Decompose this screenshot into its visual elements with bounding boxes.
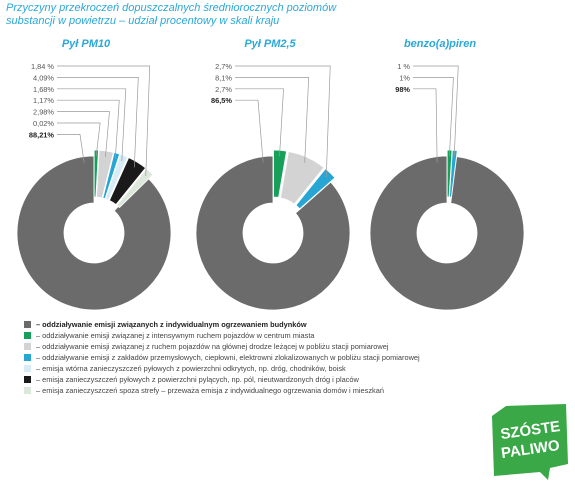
donut-chart-1: Pył PM10 88,21% 0,02% 2,98% 1,17% 1,68% 4,09% 1… [16, 38, 172, 311]
legend-label-5: – emisja wtórna zanieczyszczeń pyłowych … [36, 364, 346, 373]
chart-2-title: Pył PM2,5 [244, 38, 296, 50]
legend-item-7: – emisja zanieczyszczeń spoza strefy – p… [24, 385, 544, 396]
chart-3-slice-3 [449, 149, 458, 198]
legend-label-6: – emisja zanieczyszczeń pyłowych z powie… [36, 375, 359, 384]
logo-badge [492, 404, 568, 480]
chart-1-label-1: 88,21% [29, 130, 54, 139]
legend-swatch-6 [24, 376, 31, 383]
legend-item-3: – oddziaływanie emisji związanej z ruche… [24, 341, 544, 352]
chart-3-label-2: 1% [399, 73, 410, 82]
chart-title: Przyczyny przekroczeń dopuszczalnych śre… [6, 2, 426, 28]
chart-1-label-7: 1,84 % [31, 62, 54, 71]
chart-1-label-5: 1,68% [33, 85, 54, 94]
legend-swatch-2 [24, 332, 31, 339]
legend-swatch-1 [24, 321, 31, 328]
chart-1-leader-5 [57, 88, 127, 162]
legend-item-4: – oddziaływanie emisji z zakładów przemy… [24, 352, 544, 363]
chart-2-label-4: 2,7% [215, 62, 232, 71]
chart-3-leader-3 [413, 65, 459, 157]
chart-1-slice-5 [105, 153, 129, 201]
chart-1-label-2: 0,02% [33, 119, 54, 128]
chart-1-label-3: 2,98% [33, 108, 54, 117]
chart-2-leader-2 [235, 88, 284, 157]
chart-1-leader-7 [57, 65, 151, 176]
chart-2-slice-2 [273, 149, 287, 198]
chart-2-label-1: 86,5% [211, 96, 232, 105]
chart-3-hole [417, 203, 477, 263]
chart-3-leader-2 [413, 77, 454, 157]
chart-2-slice-4 [295, 168, 336, 210]
chart-2-hole [243, 203, 303, 263]
chart-1-leader-2 [57, 122, 101, 157]
legend-label-1: – oddziaływanie emisji związanych z indy… [36, 320, 307, 329]
legend-item-6: – emisja zanieczyszczeń pyłowych z powie… [24, 374, 544, 385]
chart-1-slice-2 [93, 149, 99, 198]
chart-2-leader-4 [235, 65, 331, 178]
title-line-2: substancji w powietrzu – udział procento… [6, 15, 280, 27]
chart-1-slice-3 [96, 149, 114, 199]
chart-1-label-4: 1,17% [33, 96, 54, 105]
chart-1-slice-7 [116, 168, 154, 209]
chart-2-label-2: 2,7% [215, 85, 232, 94]
legend-swatch-4 [24, 354, 31, 361]
chart-2-leader-3 [235, 77, 310, 163]
chart-1-label-6: 4,09% [33, 73, 54, 82]
chart-2-label-3: 8,1% [215, 73, 232, 82]
chart-1-leader-3 [57, 111, 110, 157]
legend-swatch-3 [24, 343, 31, 350]
chart-1-leader-6 [57, 77, 139, 168]
legend-swatch-7 [24, 387, 31, 394]
title-line-1: Przyczyny przekroczeń dopuszczalnych śre… [6, 2, 337, 14]
chart-1-leader-1 [57, 134, 85, 163]
legend-swatch-5 [24, 365, 31, 372]
chart-3-label-3: 1 % [397, 62, 410, 71]
legend: – oddziaływanie emisji związanych z indy… [24, 319, 544, 396]
legend-item-2: – oddziaływanie emisji związanej z inten… [24, 330, 544, 341]
chart-3-label-1: 98% [395, 85, 410, 94]
chart-3-leader-1 [413, 88, 438, 163]
legend-item-5: – emisja wtórna zanieczyszczeń pyłowych … [24, 363, 544, 374]
chart-1-leader-4 [57, 99, 120, 160]
legend-label-4: – oddziaływanie emisji z zakładów przemy… [36, 353, 420, 362]
chart-2-leader-1 [235, 99, 264, 163]
legend-item-1: – oddziaływanie emisji związanych z indy… [24, 319, 544, 330]
donut-chart-3: benzo(a)piren 98% 1% 1 % [369, 38, 525, 311]
chart-2-slice-3 [280, 151, 325, 205]
szoste-paliwo-logo: SZÓSTE PALIWO [492, 404, 568, 480]
donut-chart-2: Pył PM2,5 86,5% 2,7% 8,1% 2,7% [195, 38, 351, 311]
chart-1-hole [64, 203, 124, 263]
legend-label-7: – emisja zanieczyszczeń spoza strefy – p… [36, 386, 384, 395]
chart-1-title: Pył PM10 [62, 38, 111, 50]
legend-label-3: – oddziaływanie emisji związanej z ruche… [36, 342, 389, 351]
chart-3-title: benzo(a)piren [404, 38, 476, 50]
legend-label-2: – oddziaływanie emisji związanej z inten… [36, 331, 315, 340]
donut-charts: Pył PM10 88,21% 0,02% 2,98% 1,17% 1,68% 4,09% 1… [16, 38, 525, 311]
